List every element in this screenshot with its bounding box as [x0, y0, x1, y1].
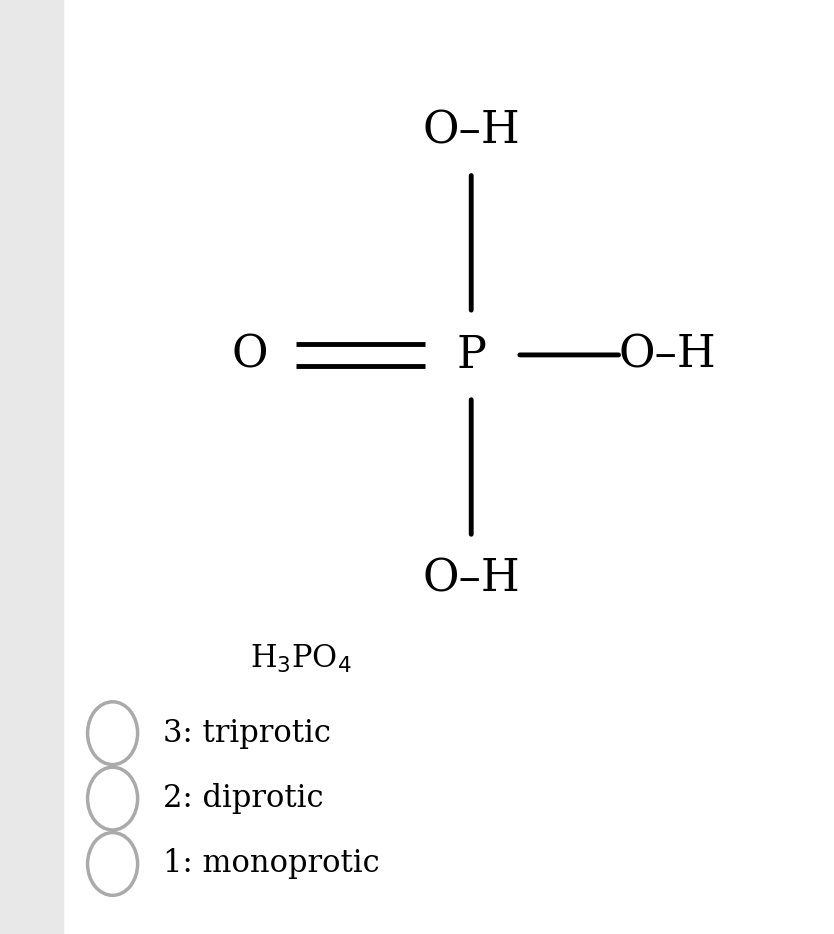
Text: 2: diprotic: 2: diprotic [163, 783, 323, 814]
Bar [0, 0, 63, 934]
Text: P: P [456, 333, 486, 376]
Text: 1: monoprotic: 1: monoprotic [163, 848, 379, 880]
Text: O–H: O–H [618, 333, 716, 376]
Text: 3: triprotic: 3: triprotic [163, 717, 330, 749]
Text: O–H: O–H [422, 109, 520, 152]
Text: O–H: O–H [422, 558, 520, 601]
Text: O: O [232, 333, 269, 376]
Text: H$_3$PO$_4$: H$_3$PO$_4$ [250, 643, 352, 674]
